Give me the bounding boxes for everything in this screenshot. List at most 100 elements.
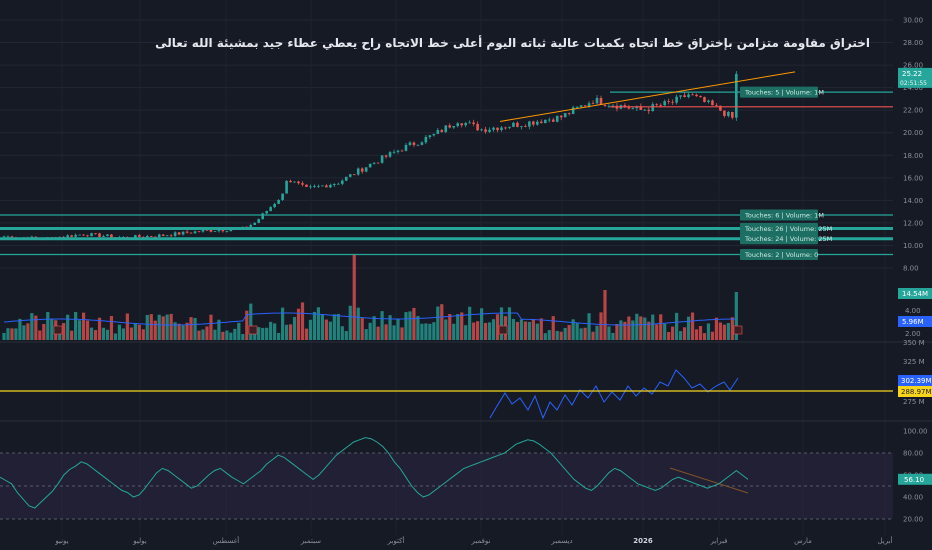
volume-bar — [376, 326, 380, 340]
candle — [66, 235, 69, 238]
candle — [404, 144, 408, 151]
volume-bar — [50, 318, 54, 340]
event-marker — [53, 325, 63, 335]
candle — [488, 129, 491, 132]
candle — [599, 97, 603, 105]
candle — [201, 229, 205, 232]
time-tick-label: ديسمبر — [550, 537, 572, 545]
volume-bar — [559, 331, 563, 340]
candle — [364, 167, 368, 172]
grid-lines — [0, 0, 893, 535]
time-tick-label: أبريل — [877, 536, 892, 545]
candle — [543, 119, 547, 124]
candle — [257, 219, 261, 223]
volume-bar — [89, 327, 94, 340]
candle — [372, 162, 376, 164]
event-marker-box — [733, 325, 743, 335]
candle — [337, 183, 340, 185]
volume-bar — [631, 320, 635, 340]
candle — [305, 184, 308, 187]
candle — [436, 130, 440, 134]
candle — [70, 235, 73, 237]
volume-bar — [615, 323, 619, 340]
volume-bar — [229, 332, 233, 340]
volume-current-tag-bg — [898, 288, 932, 299]
candle — [452, 126, 456, 128]
candle — [229, 229, 233, 232]
obv-tick-label: 350 M — [903, 339, 925, 347]
volume-bar — [360, 317, 364, 340]
volume-bar — [141, 329, 145, 340]
volume-ma-tag-bg — [898, 316, 932, 327]
rsi-tick-label: 40.00 — [903, 494, 923, 502]
candle — [500, 127, 503, 131]
level-badge-bg — [740, 248, 818, 260]
candle — [106, 234, 109, 237]
price-axis: 30.00 28.00 26.00 24.00 22.00 20.00 18.00 16.00… — [903, 17, 923, 273]
candle — [699, 96, 702, 98]
candle — [189, 232, 193, 234]
candle — [520, 126, 523, 127]
volume-bar — [487, 322, 492, 340]
event-marker-box — [248, 325, 258, 335]
candle — [285, 180, 288, 194]
candle — [289, 180, 292, 183]
volume-bar — [217, 319, 221, 340]
volume-bar — [356, 307, 360, 340]
volume-bar — [527, 321, 531, 340]
candle — [707, 100, 710, 102]
candle — [532, 121, 535, 125]
volume-bar — [408, 311, 412, 340]
event-marker — [733, 325, 743, 335]
candle — [98, 233, 101, 237]
volume-bar — [587, 313, 591, 340]
candle — [464, 123, 467, 126]
volume-bar — [686, 316, 691, 340]
volume-bar — [718, 322, 722, 340]
candle — [293, 181, 296, 183]
candle — [583, 105, 587, 107]
candle — [579, 105, 583, 107]
candle — [587, 103, 591, 107]
volume-bar — [312, 311, 317, 340]
candle — [102, 236, 105, 237]
volume-bar — [173, 322, 177, 340]
volume-bar — [468, 306, 472, 340]
candle — [388, 152, 392, 157]
volume-bar — [209, 314, 213, 340]
volume-bar — [82, 312, 86, 340]
volume-bar — [149, 314, 153, 340]
candle — [356, 168, 360, 175]
candle — [157, 234, 161, 238]
level-badge-label: Touches: 26 | Volume: 25M — [744, 225, 832, 233]
level-badge: Touches: 24 | Volume: 25M — [740, 233, 832, 245]
volume-bar — [659, 314, 663, 340]
volume-bar — [185, 322, 189, 340]
candle — [472, 122, 475, 124]
candle — [74, 234, 77, 237]
volume-bar — [531, 318, 535, 340]
candle — [376, 162, 380, 164]
candle — [360, 168, 364, 172]
candle — [591, 103, 595, 105]
candle — [551, 119, 555, 122]
volume-bar — [368, 322, 372, 340]
volume-bar — [420, 323, 424, 340]
candle — [571, 107, 575, 114]
volume-bar — [424, 323, 428, 340]
volume-bar — [38, 330, 42, 340]
price-tick-label: 12.00 — [903, 219, 923, 227]
candle — [663, 101, 666, 106]
candle — [173, 232, 177, 236]
candle — [94, 233, 97, 235]
event-marker-box — [498, 325, 508, 335]
candle — [484, 129, 487, 132]
volume-bar — [145, 314, 149, 340]
candle — [209, 229, 213, 232]
candle — [524, 126, 527, 127]
candle — [516, 122, 519, 127]
volume-bar — [460, 312, 464, 340]
countdown-label: 02:51:55 — [900, 80, 927, 87]
level-badge-bg — [740, 233, 818, 245]
